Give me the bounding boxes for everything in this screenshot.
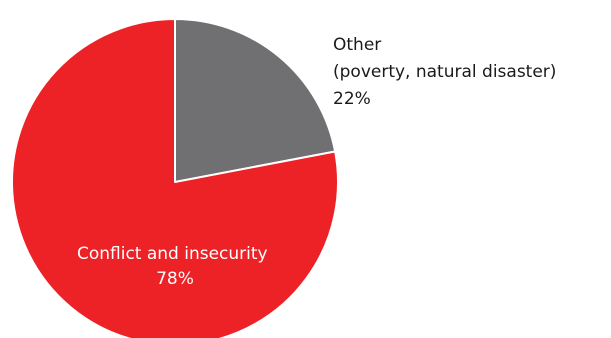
- pie-slice-conflict: [11, 18, 339, 338]
- label-other-line-1: Other: [333, 35, 381, 55]
- pie-slices: [11, 18, 339, 338]
- label-other-line-2: (poverty, natural disaster): [333, 62, 556, 82]
- label-conflict: Conflict and insecurity 78%: [77, 244, 273, 289]
- label-conflict-line-1: Conflict and insecurity: [77, 244, 268, 264]
- label-other-line-3: 22%: [333, 89, 371, 109]
- label-other: Other (poverty, natural disaster) 22%: [333, 35, 562, 109]
- label-conflict-line-2: 78%: [156, 269, 194, 289]
- pie-slice-other: [174, 18, 337, 183]
